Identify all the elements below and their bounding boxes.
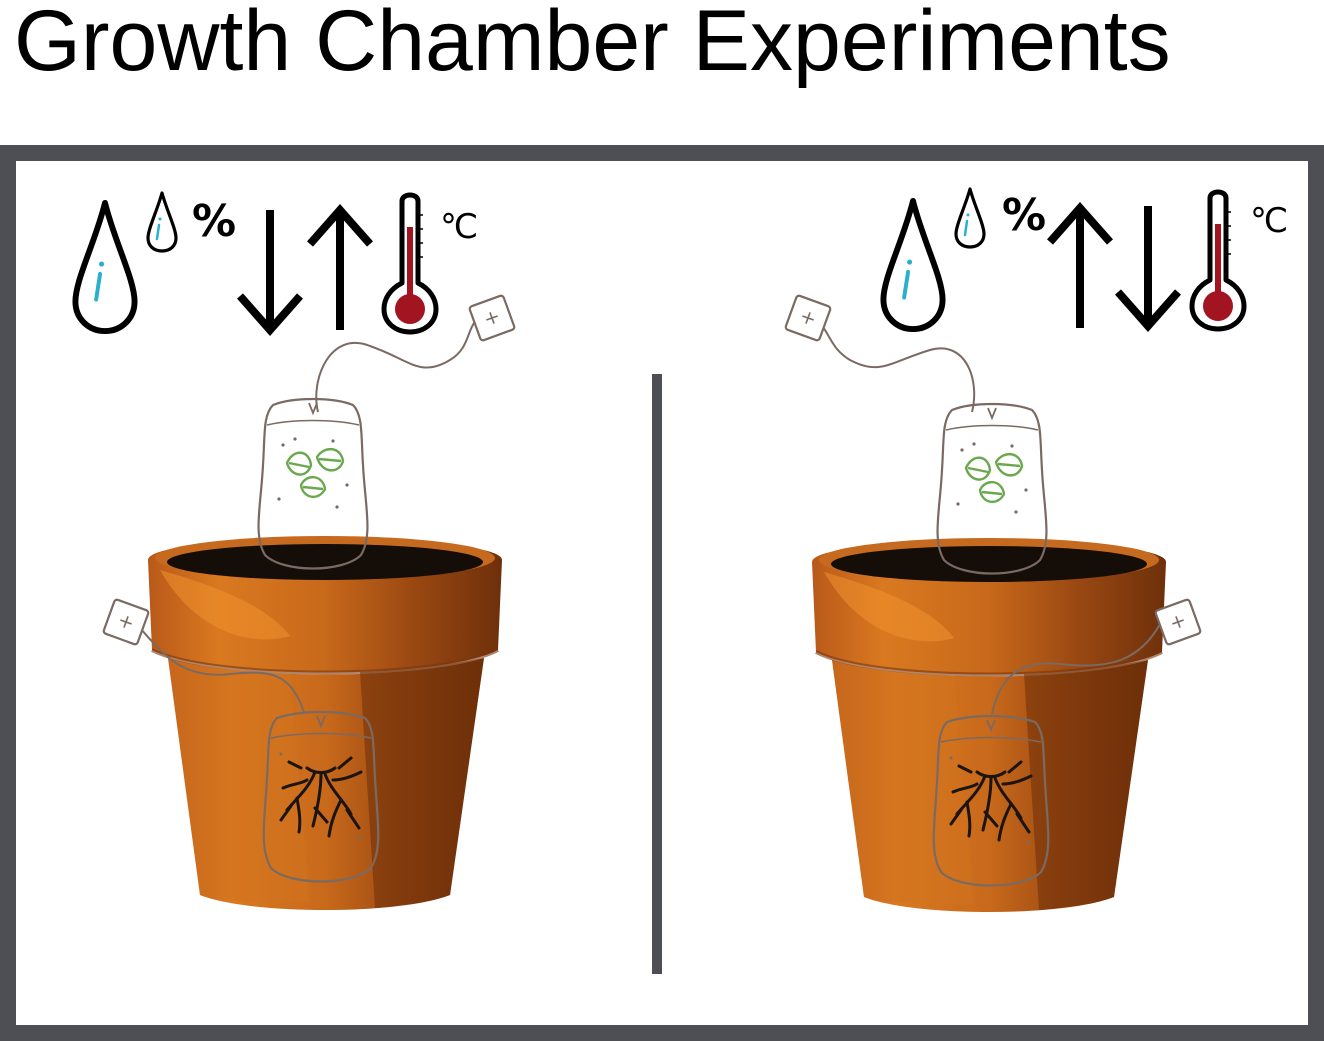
- thermometer-icon: [384, 195, 436, 332]
- celsius-icon: ℃: [440, 207, 478, 247]
- up-arrow-icon: [310, 210, 370, 330]
- right-panel: % ℃: [783, 187, 1288, 914]
- right-conditions: % ℃: [883, 187, 1288, 329]
- up-arrow-icon: [1050, 208, 1110, 328]
- flower-pot: [146, 534, 504, 912]
- tag-icon: [467, 293, 517, 343]
- percent-icon: %: [1002, 190, 1046, 241]
- left-conditions: % ℃: [75, 191, 478, 332]
- celsius-icon: ℃: [1250, 201, 1288, 241]
- large-water-drop-icon: [883, 201, 942, 329]
- large-water-drop-icon: [75, 203, 134, 331]
- left-panel: % ℃: [75, 191, 517, 912]
- tea-bag-string: [817, 321, 976, 413]
- down-arrow-icon: [240, 210, 300, 330]
- page-title: Growth Chamber Experiments: [14, 0, 1171, 89]
- small-water-drop-icon: [954, 187, 986, 249]
- small-water-drop-icon: [146, 191, 178, 253]
- tea-bag-string: [991, 623, 1161, 715]
- tag-icon: [783, 293, 833, 343]
- tea-bag-string: [315, 317, 479, 413]
- percent-icon: %: [192, 196, 236, 247]
- tag-icon: [101, 597, 151, 647]
- thermometer-icon: [1192, 192, 1244, 329]
- down-arrow-icon: [1118, 206, 1178, 326]
- tea-bag-string: [139, 627, 305, 713]
- chamber-frame: [0, 145, 1324, 1041]
